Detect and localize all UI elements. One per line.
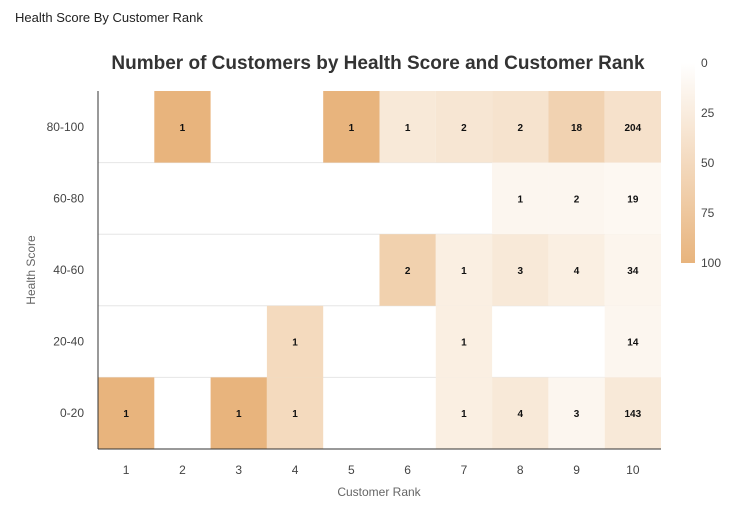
- heatmap-cell: [98, 377, 155, 449]
- x-tick-label: 1: [123, 463, 130, 477]
- heatmap-cell: [323, 91, 380, 163]
- heatmap-cell: [266, 305, 324, 378]
- heatmap-cell: [548, 377, 605, 449]
- y-tick-label: 60-80: [53, 191, 84, 205]
- heatmap-cell: [435, 305, 493, 378]
- cell-value-label: 1: [517, 194, 523, 205]
- heatmap-cell: [604, 162, 661, 235]
- y-tick-label: 80-100: [47, 120, 85, 134]
- legend-tick-label: 0: [701, 56, 708, 70]
- x-tick-label: 3: [235, 463, 242, 477]
- cell-value-label: 1: [349, 123, 355, 134]
- cell-value-label: 4: [517, 409, 523, 420]
- cell-value-label: 2: [405, 266, 411, 277]
- heatmap-cells: [98, 91, 661, 449]
- cell-value-label: 1: [292, 409, 298, 420]
- y-tick-label: 0-20: [60, 406, 84, 420]
- cell-value-label: 1: [461, 409, 467, 420]
- y-tick-label: 20-40: [53, 335, 84, 349]
- heatmap-cell: [266, 377, 324, 449]
- x-tick-label: 9: [573, 463, 580, 477]
- y-tick-label: 40-60: [53, 263, 84, 277]
- cell-value-label: 14: [627, 338, 639, 349]
- cell-value-label: 2: [461, 123, 467, 134]
- cell-value-label: 3: [517, 266, 523, 277]
- cell-value-label: 4: [574, 266, 580, 277]
- cell-value-label: 1: [180, 123, 186, 134]
- panel-title: Health Score By Customer Rank: [15, 10, 203, 25]
- cell-value-label: 3: [574, 409, 580, 420]
- heatmap-cell: [435, 377, 493, 449]
- legend-tick-label: 75: [701, 206, 715, 220]
- x-tick-label: 8: [517, 463, 524, 477]
- x-tick-label: 7: [461, 463, 468, 477]
- cell-value-label: 2: [517, 123, 523, 134]
- x-tick-label: 10: [626, 463, 640, 477]
- heatmap-cell: [604, 377, 661, 449]
- legend-tick-label: 100: [701, 256, 721, 270]
- cell-value-label: 1: [461, 338, 467, 349]
- heatmap-cell: [604, 234, 661, 306]
- heatmap-cell: [154, 91, 211, 163]
- cell-value-label: 18: [571, 123, 583, 134]
- cell-value-label: 1: [123, 409, 129, 420]
- legend-tick-label: 25: [701, 106, 715, 120]
- cell-value-label: 1: [236, 409, 242, 420]
- heatmap-cell: [379, 91, 436, 163]
- cell-value-label: 1: [292, 338, 298, 349]
- heatmap-cell: [435, 234, 493, 306]
- x-axis-ticks: 1 2 3 4 5 6 7 8 9 10: [123, 463, 640, 477]
- color-legend-ticks: 0 25 50 75 100: [701, 56, 721, 270]
- x-tick-label: 5: [348, 463, 355, 477]
- cell-value-label: 2: [574, 194, 580, 205]
- heatmap-cell: [210, 377, 267, 449]
- heatmap-cell: [604, 305, 661, 378]
- cell-value-label: 34: [627, 266, 639, 277]
- cell-value-label: 204: [625, 123, 642, 134]
- heatmap-cell: [548, 91, 605, 163]
- y-axis-ticks: 80-100 60-80 40-60 20-40 0-20: [47, 120, 85, 420]
- x-tick-label: 6: [404, 463, 411, 477]
- heatmap-cell: [379, 234, 436, 306]
- heatmap-cell: [604, 91, 661, 163]
- heatmap-cell: [492, 91, 549, 163]
- heatmap-cell: [492, 162, 549, 235]
- x-axis-label: Customer Rank: [337, 485, 421, 499]
- cell-value-label: 1: [405, 123, 411, 134]
- cell-value-label: 143: [625, 409, 642, 420]
- color-legend-bar: [681, 63, 695, 263]
- cell-value-label: 1: [461, 266, 467, 277]
- heatmap-cell: [492, 377, 549, 449]
- chart-title: Number of Customers by Health Score and …: [111, 53, 645, 74]
- y-axis-label: Health Score: [24, 235, 38, 305]
- heatmap-cell: [492, 234, 549, 306]
- x-tick-label: 2: [179, 463, 186, 477]
- x-tick-label: 4: [292, 463, 299, 477]
- heatmap-cell: [435, 91, 493, 163]
- heatmap-cell: [548, 234, 605, 306]
- legend-tick-label: 50: [701, 156, 715, 170]
- cell-value-label: 19: [627, 194, 639, 205]
- heatmap-cell: [548, 162, 605, 235]
